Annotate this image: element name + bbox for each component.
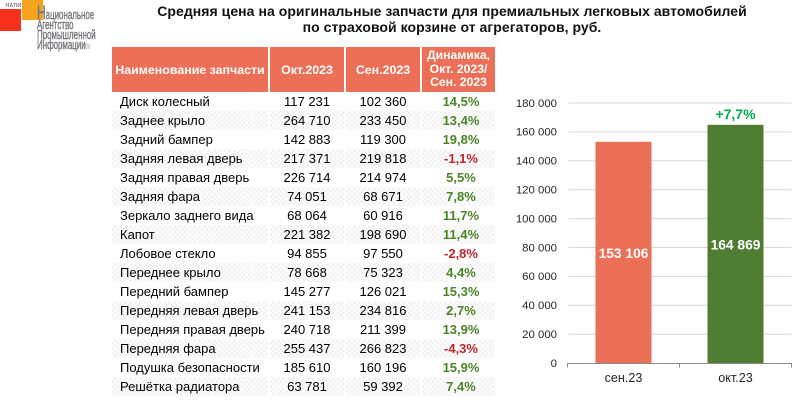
svg-text:180 000: 180 000	[516, 98, 557, 110]
svg-text:100 000: 100 000	[516, 213, 557, 225]
svg-text:80 000: 80 000	[522, 242, 557, 254]
svg-text:160 000: 160 000	[516, 127, 557, 139]
svg-text:140 000: 140 000	[516, 156, 557, 168]
svg-text:окт.23: окт.23	[718, 371, 753, 385]
svg-text:20 000: 20 000	[522, 329, 557, 341]
svg-text:+7,7%: +7,7%	[715, 106, 756, 122]
svg-text:153 106: 153 106	[599, 246, 649, 261]
svg-text:60 000: 60 000	[522, 271, 557, 283]
svg-text:164 869: 164 869	[711, 238, 761, 253]
svg-text:0: 0	[551, 358, 557, 370]
svg-text:120 000: 120 000	[516, 185, 557, 197]
svg-text:40 000: 40 000	[522, 300, 557, 312]
svg-text:сен.23: сен.23	[605, 371, 643, 385]
